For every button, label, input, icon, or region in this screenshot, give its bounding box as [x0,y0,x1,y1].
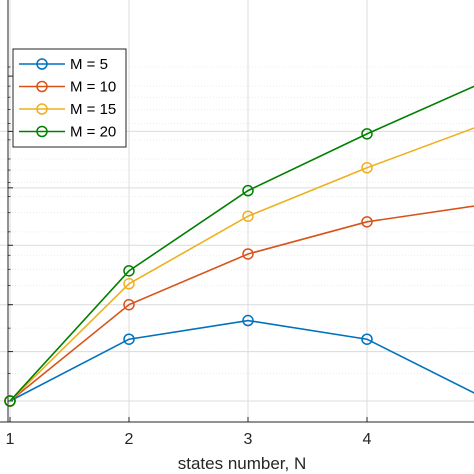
legend-marker [36,103,48,115]
series-m-15 [4,127,474,407]
legend-label: M = 20 [70,124,116,141]
series-lines [4,85,474,407]
data-point-marker [361,128,373,140]
series-line [9,127,474,402]
legend-label: M = 15 [70,101,116,118]
data-point-marker [361,161,373,174]
series-m-5 [4,314,474,407]
data-point-marker [242,248,254,260]
data-point-marker [361,333,373,345]
axes [0,0,474,423]
data-point-marker [123,278,135,290]
data-point-marker [242,314,254,327]
data-point-marker [361,216,373,228]
series-line [9,85,474,402]
legend-box [12,48,127,148]
x-tick-labels: 1 2 3 4 [6,431,372,448]
x-tick-label: 1 [6,431,15,448]
legend-item: M = 10 [19,79,116,96]
series-line [9,319,474,402]
data-point-marker [242,210,254,222]
legend-item: M = 15 [19,101,116,118]
legend-item: M = 20 [19,124,116,141]
legend-label: M = 5 [70,56,108,73]
legend: M = 5 M = 10 M = 15 M = 20 [12,48,127,148]
legend-item: M = 5 [19,56,108,73]
data-point-marker [123,265,135,277]
data-point-marker [4,395,16,407]
x-tick-label: 2 [125,431,134,448]
data-point-marker [242,184,254,197]
legend-marker [36,58,48,70]
data-point-marker [123,298,135,311]
legend-label: M = 10 [70,79,116,96]
series-line [9,205,474,402]
series-m-20 [4,85,474,407]
x-axis-label: states number, N [178,454,307,473]
data-point-marker [123,333,135,345]
x-tick-label: 3 [244,431,253,448]
legend-marker [36,125,48,138]
legend-marker [36,80,48,93]
x-tick-label: 4 [363,431,372,448]
